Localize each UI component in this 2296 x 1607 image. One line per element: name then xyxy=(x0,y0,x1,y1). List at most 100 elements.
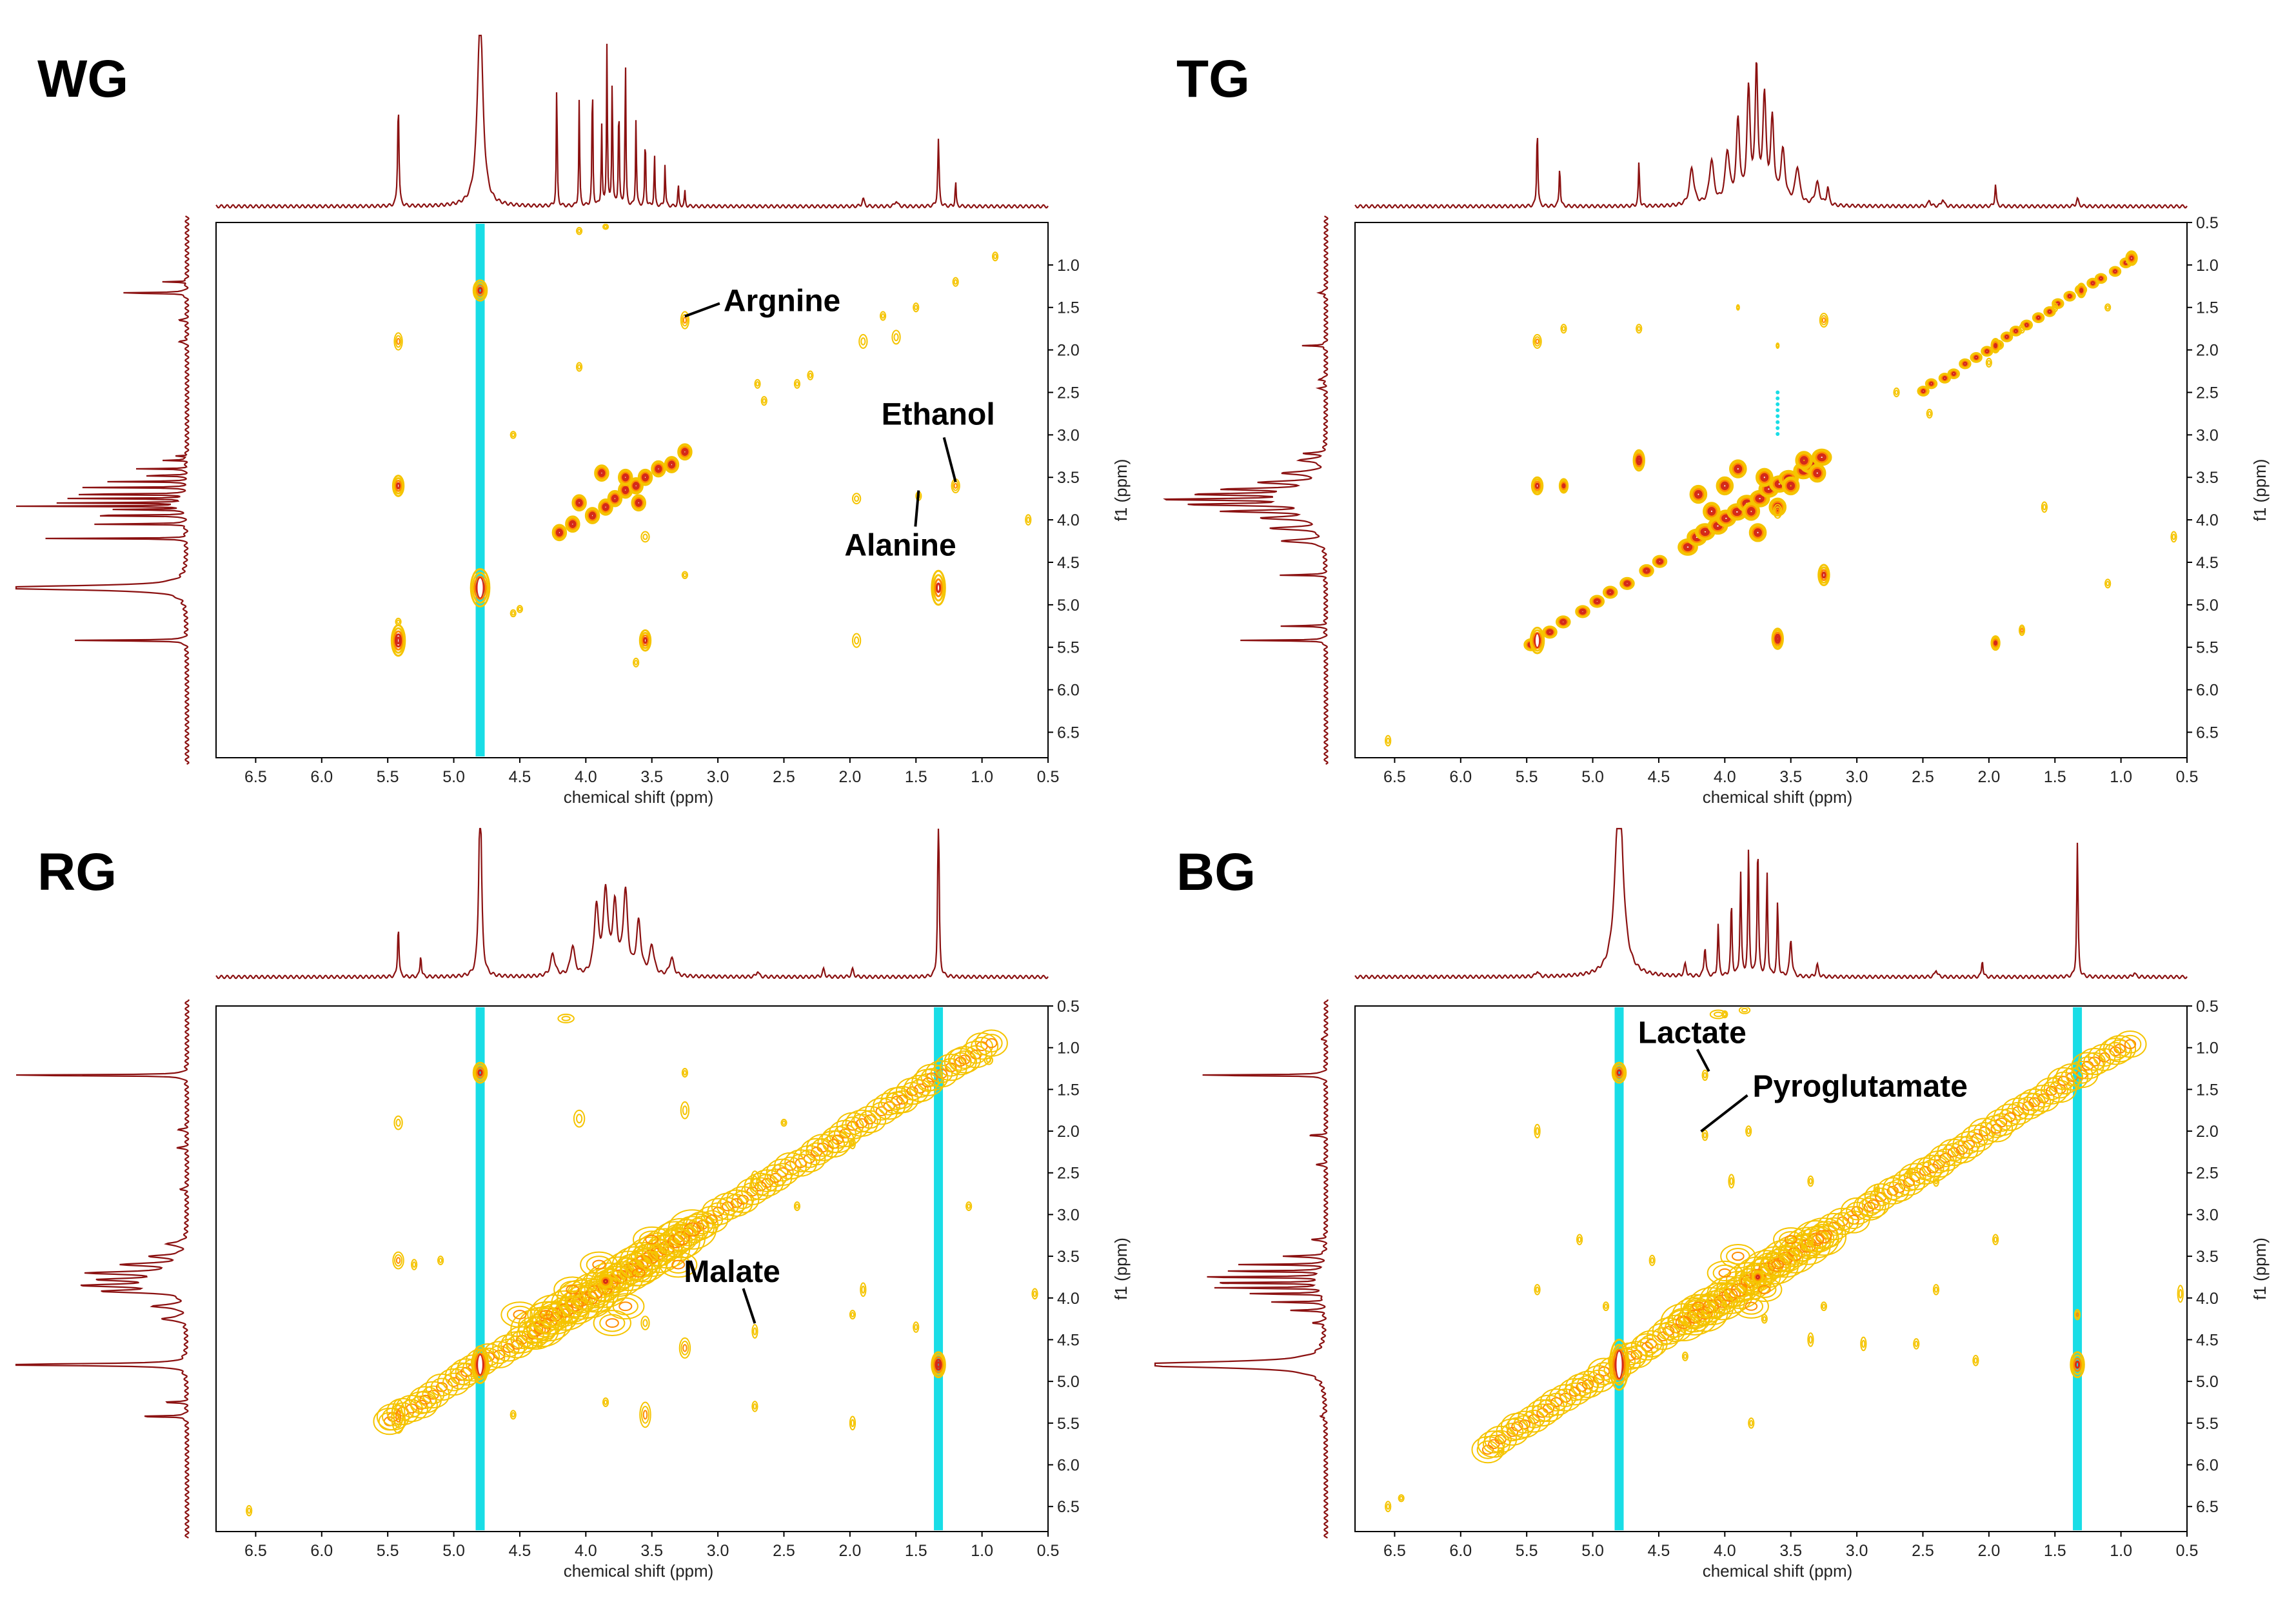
contour-line xyxy=(584,507,600,524)
contour-line xyxy=(637,468,653,486)
contour-line xyxy=(854,495,860,502)
contour-line xyxy=(674,1228,682,1234)
contour-line xyxy=(557,1013,575,1023)
contour-line xyxy=(1759,1252,1796,1277)
contour-line xyxy=(437,1256,444,1266)
contour-peak xyxy=(651,460,666,478)
contour-line xyxy=(1752,1281,1777,1298)
contour-line xyxy=(394,633,402,648)
contour-peak xyxy=(576,362,583,372)
contour-line xyxy=(1861,1195,1885,1214)
contour-peak xyxy=(2032,312,2045,324)
contour-peak xyxy=(1748,1417,1755,1429)
contour-line xyxy=(664,456,680,473)
top-1d-spectrum xyxy=(1354,62,2188,209)
contour-line xyxy=(2024,322,2029,328)
left-1d-spectrum xyxy=(1154,999,1329,1539)
contour-line xyxy=(511,432,515,437)
contour-peak xyxy=(1742,502,1761,521)
contour-line xyxy=(1532,478,1543,493)
contour-line xyxy=(1657,559,1663,564)
contour-line xyxy=(932,1354,945,1376)
contour-peak xyxy=(2076,282,2086,299)
y-axis-title: f1 (ppm) xyxy=(2250,459,2270,522)
contour-line xyxy=(1760,473,1769,482)
contour-peak xyxy=(2104,303,2112,312)
x-tick-label: 4.5 xyxy=(1648,768,1670,786)
annotation-leader xyxy=(914,490,920,527)
contour-peak xyxy=(975,1029,1008,1057)
contour-line xyxy=(1576,606,1589,617)
contour-peak xyxy=(913,302,920,313)
x-tick-label: 6.5 xyxy=(1383,1542,1406,1560)
contour-layer xyxy=(1385,1007,2184,1530)
contour-line xyxy=(2094,273,2108,284)
contour-line xyxy=(1991,339,2000,352)
panel-label: RG xyxy=(37,843,117,902)
y-tick-label: 1.0 xyxy=(2196,1040,2219,1058)
contour-line xyxy=(561,1016,571,1021)
x-tick-label: 1.5 xyxy=(905,768,927,786)
x-tick-label: 3.5 xyxy=(640,768,663,786)
contour-peak xyxy=(1916,1154,1950,1182)
contour-peak xyxy=(1751,1270,1765,1284)
contour-peak xyxy=(1981,346,1994,357)
y-tick-label: 2.5 xyxy=(1057,384,1080,402)
contour-line xyxy=(1819,455,1825,460)
contour-line xyxy=(980,1034,1003,1053)
contour-line xyxy=(1576,1234,1583,1245)
contour-line xyxy=(1701,1129,1708,1141)
contour-line xyxy=(1748,1417,1755,1429)
contour-line xyxy=(603,504,608,510)
contour-peak xyxy=(246,1504,253,1517)
contour-peak xyxy=(393,332,403,351)
contour-line xyxy=(598,469,606,477)
x-tick-label: 0.5 xyxy=(2176,768,2199,786)
contour-line xyxy=(2033,313,2044,322)
y-tick-label: 2.0 xyxy=(1057,342,1080,360)
contour-peak xyxy=(1972,1355,1979,1366)
contour-line xyxy=(1986,360,1991,366)
contour-line xyxy=(681,313,689,327)
annotation-leader xyxy=(1696,1049,1710,1072)
contour-line xyxy=(2075,1310,2080,1319)
contour-line xyxy=(1614,1067,1624,1079)
contour-peak xyxy=(536,1339,543,1349)
contour-peak xyxy=(1820,1301,1828,1312)
contour-line xyxy=(1696,491,1701,497)
y-axis: 0.5 1.0 1.5 2.0 2.5 3.0 3.5 4.0 4.5 5.0 5.5 6.0 6.5 f… xyxy=(1048,998,1131,1516)
contour-line xyxy=(474,1064,486,1081)
contour-line xyxy=(642,533,648,540)
contour-line xyxy=(1729,1177,1734,1185)
contour-line xyxy=(634,660,638,665)
contour-line xyxy=(1917,386,1930,397)
contour-peak xyxy=(584,507,600,524)
contour-line xyxy=(1634,451,1645,470)
contour-line xyxy=(2078,286,2084,295)
contour-line xyxy=(1622,579,1632,588)
contour-line xyxy=(1616,1069,1622,1076)
contour-line xyxy=(1778,1231,1803,1248)
contour-peak xyxy=(411,1259,418,1270)
contour-peak xyxy=(1990,635,2001,651)
contour-line xyxy=(2110,267,2121,276)
contour-line xyxy=(1921,1159,1945,1178)
contour-line xyxy=(1719,480,1731,492)
annotation-label: Lactate xyxy=(1638,1016,1747,1050)
contour-line xyxy=(1728,1174,1735,1189)
x-tick-label: 2.0 xyxy=(1977,768,2000,786)
contour-line xyxy=(2052,302,2059,313)
contour-peak xyxy=(1680,1294,1717,1319)
contour-peak xyxy=(1990,337,2001,354)
contour-peak xyxy=(952,277,959,287)
annotations: Malate xyxy=(684,1255,780,1324)
contour-line xyxy=(2076,1056,2099,1076)
y-tick-label: 2.0 xyxy=(1057,1123,1080,1141)
contour-line xyxy=(1776,635,1780,642)
contour-peak xyxy=(1707,1260,1743,1286)
contour-line xyxy=(849,1310,856,1320)
contour-line xyxy=(1686,1297,1711,1315)
contour-line xyxy=(944,1048,977,1076)
contour-line xyxy=(1535,338,1539,344)
contour-line xyxy=(1723,515,1729,521)
